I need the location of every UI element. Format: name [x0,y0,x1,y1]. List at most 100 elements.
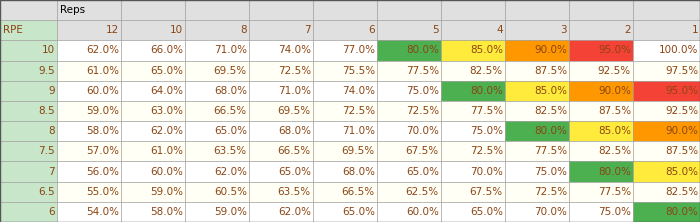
Bar [0,0,57,20]
Bar [185,40,248,61]
Text: 6.5: 6.5 [38,187,55,197]
Bar [248,182,313,202]
Text: 77.5%: 77.5% [534,146,567,156]
Bar [248,121,313,141]
Text: 85.0%: 85.0% [534,86,567,96]
Bar [569,0,633,20]
Text: 70.0%: 70.0% [406,126,439,136]
Bar [569,182,633,202]
Bar [505,141,569,161]
Bar [248,81,313,101]
Text: RPE: RPE [3,25,23,35]
Text: 65.0%: 65.0% [470,207,503,217]
Bar [633,20,700,40]
Text: 62.0%: 62.0% [278,207,311,217]
Bar [185,141,248,161]
Bar [633,121,700,141]
Bar [441,121,505,141]
Bar [313,121,377,141]
Text: 62.0%: 62.0% [86,46,119,56]
Bar [185,81,248,101]
Text: 66.5%: 66.5% [214,106,247,116]
Bar [633,81,700,101]
Bar [505,121,569,141]
Text: 80.0%: 80.0% [534,126,567,136]
Text: 65.0%: 65.0% [406,166,439,176]
Bar [121,20,185,40]
Bar [505,0,569,20]
Bar [505,40,569,61]
Bar [441,0,505,20]
Text: 62.5%: 62.5% [406,187,439,197]
Text: 68.0%: 68.0% [214,86,247,96]
Text: 5: 5 [432,25,439,35]
Text: 54.0%: 54.0% [86,207,119,217]
Text: 68.0%: 68.0% [278,126,311,136]
Text: 72.5%: 72.5% [406,106,439,116]
Text: 82.5%: 82.5% [534,106,567,116]
Bar [313,161,377,182]
Bar [377,0,441,20]
Text: 67.5%: 67.5% [406,146,439,156]
Bar [185,121,248,141]
Bar [633,161,700,182]
Text: 10: 10 [42,46,55,56]
Bar [441,20,505,40]
Bar [633,0,700,20]
Text: 82.5%: 82.5% [470,66,503,76]
Text: 8: 8 [240,25,247,35]
Text: 7: 7 [48,166,55,176]
Text: 71.0%: 71.0% [214,46,247,56]
Bar [633,40,700,61]
Text: 64.0%: 64.0% [150,86,183,96]
Text: 100.0%: 100.0% [659,46,698,56]
Text: 72.5%: 72.5% [342,106,374,116]
Bar [248,161,313,182]
Text: 95.0%: 95.0% [598,46,631,56]
Bar [313,61,377,81]
Text: 7: 7 [304,25,311,35]
Bar [377,182,441,202]
Bar [313,81,377,101]
Text: 77.5%: 77.5% [598,187,631,197]
Bar [633,202,700,222]
Bar [57,101,121,121]
Bar [121,141,185,161]
Text: 69.5%: 69.5% [278,106,311,116]
Text: 69.5%: 69.5% [214,66,247,76]
Text: 90.0%: 90.0% [598,86,631,96]
Bar [121,101,185,121]
Text: 9: 9 [48,86,55,96]
Text: 12: 12 [106,25,119,35]
Text: 66.5%: 66.5% [342,187,374,197]
Text: 77.5%: 77.5% [470,106,503,116]
Text: 85.0%: 85.0% [665,166,698,176]
Bar [441,182,505,202]
Text: 70.0%: 70.0% [470,166,503,176]
Bar [377,40,441,61]
Bar [0,141,57,161]
Bar [505,202,569,222]
Bar [57,161,121,182]
Bar [377,101,441,121]
Text: 92.5%: 92.5% [598,66,631,76]
Text: 60.5%: 60.5% [214,187,247,197]
Text: 65.0%: 65.0% [214,126,247,136]
Text: 6: 6 [48,207,55,217]
Bar [377,61,441,81]
Bar [57,61,121,81]
Text: 66.5%: 66.5% [278,146,311,156]
Text: 62.0%: 62.0% [214,166,247,176]
Bar [505,101,569,121]
Bar [569,101,633,121]
Text: 56.0%: 56.0% [86,166,119,176]
Bar [185,61,248,81]
Bar [313,182,377,202]
Text: 80.0%: 80.0% [406,46,439,56]
Bar [633,182,700,202]
Bar [377,81,441,101]
Bar [121,40,185,61]
Bar [569,61,633,81]
Text: 4: 4 [496,25,503,35]
Bar [313,20,377,40]
